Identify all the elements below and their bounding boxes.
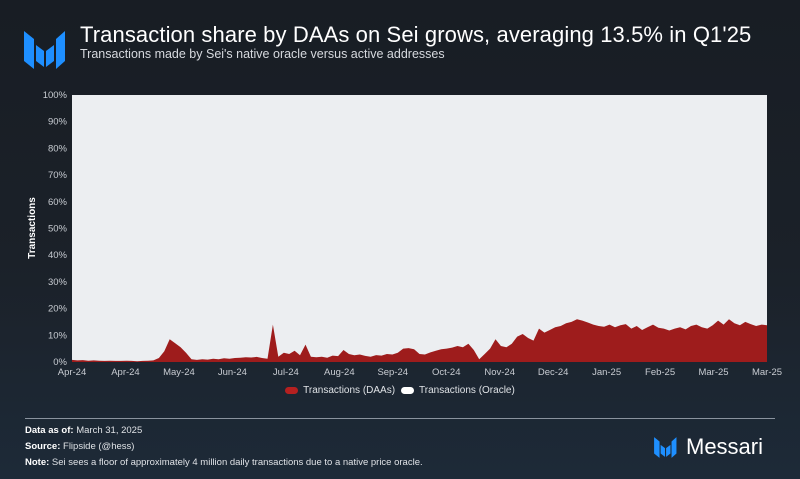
y-tick-label: 100% (43, 90, 68, 101)
y-tick-label: 20% (48, 304, 68, 315)
x-tick-label: Mar-25 (698, 367, 728, 378)
chart-subtitle: Transactions made by Sei's native oracle… (80, 47, 445, 61)
x-tick-label: Jun-24 (218, 367, 247, 378)
y-tick-label: 50% (48, 224, 68, 235)
y-tick-label: 70% (48, 170, 68, 181)
footer-note: Note: Sei sees a floor of approximately … (25, 457, 423, 468)
chart-legend: Transactions (DAAs) Transactions (Oracle… (0, 385, 800, 396)
data-as-of-value: March 31, 2025 (76, 425, 143, 436)
source-label: Source: (25, 441, 61, 452)
x-tick-label: Aug-24 (324, 367, 355, 378)
legend-item-oracle[interactable]: Transactions (Oracle) (401, 385, 515, 396)
legend-label-oracle: Transactions (Oracle) (419, 385, 515, 396)
note-label: Note: (25, 457, 50, 468)
x-tick-label: Jul-24 (273, 367, 299, 378)
x-tick-label: Apr-24 (111, 367, 140, 378)
y-tick-label: 60% (48, 197, 68, 208)
x-tick-label: May-24 (163, 367, 195, 378)
brand-name: Messari (686, 434, 764, 459)
y-tick-label: 10% (48, 330, 68, 341)
legend-swatch-oracle (401, 387, 415, 394)
plot-background-oracle (72, 95, 767, 362)
daa-area-series (72, 319, 767, 362)
y-tick-label: 90% (48, 117, 68, 128)
messari-brand-logo-icon (654, 437, 677, 458)
x-tick-label: Apr-24 (58, 367, 87, 378)
x-tick-label: Feb-25 (645, 367, 675, 378)
footer-data-as-of: Data as of: March 31, 2025 (25, 425, 142, 436)
legend-item-daas[interactable]: Transactions (DAAs) (285, 385, 395, 396)
y-tick-label: 0% (53, 357, 67, 368)
area-chart: 0% 10% 20% 30% 40% 50% 60% 70% 80% 90% 100% Apr-24… (27, 90, 783, 378)
legend-label-daas: Transactions (DAAs) (303, 385, 396, 396)
x-tick-label: Jan-25 (592, 367, 621, 378)
y-tick-label: 40% (48, 250, 68, 261)
footer-source: Source: Flipside (@hess) (25, 441, 134, 452)
footer-divider (25, 418, 775, 419)
note-value: Sei sees a floor of approximately 4 mill… (51, 457, 423, 468)
messari-logo-icon (24, 31, 65, 69)
y-axis-label: Transactions (27, 197, 38, 259)
messari-brand: Messari (652, 434, 763, 460)
y-tick-label: 80% (48, 143, 68, 154)
chart-title: Transaction share by DAAs on Sei grows, … (80, 22, 752, 47)
x-tick-label: Nov-24 (484, 367, 515, 378)
x-tick-label: Mar-25 (752, 367, 782, 378)
y-tick-label: 30% (48, 277, 68, 288)
y-axis-ticks: 0% 10% 20% 30% 40% 50% 60% 70% 80% 90% 100% (43, 90, 68, 368)
x-tick-label: Sep-24 (377, 367, 408, 378)
x-axis-ticks: Apr-24 Apr-24 May-24 Jun-24 Jul-24 Aug-24 Sep-… (58, 367, 782, 378)
x-tick-label: Dec-24 (538, 367, 569, 378)
source-value: Flipside (@hess) (63, 441, 135, 452)
legend-swatch-daas (285, 387, 299, 394)
data-as-of-label: Data as of: (25, 425, 74, 436)
x-tick-label: Oct-24 (432, 367, 461, 378)
